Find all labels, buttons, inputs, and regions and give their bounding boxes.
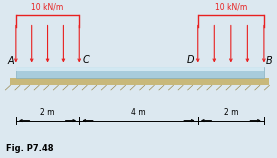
Bar <box>16 67 264 78</box>
Text: 10 kN/m: 10 kN/m <box>31 2 64 11</box>
Text: 10 kN/m: 10 kN/m <box>215 2 247 11</box>
Bar <box>10 78 270 85</box>
Text: A: A <box>8 56 14 66</box>
Text: D: D <box>187 55 194 65</box>
Text: 2 m: 2 m <box>224 108 238 117</box>
Text: B: B <box>265 56 272 66</box>
Text: 4 m: 4 m <box>131 108 146 117</box>
Text: Fig. P7.48: Fig. P7.48 <box>6 144 54 153</box>
Text: C: C <box>83 55 89 65</box>
Text: 2 m: 2 m <box>40 108 55 117</box>
Bar <box>16 67 264 71</box>
